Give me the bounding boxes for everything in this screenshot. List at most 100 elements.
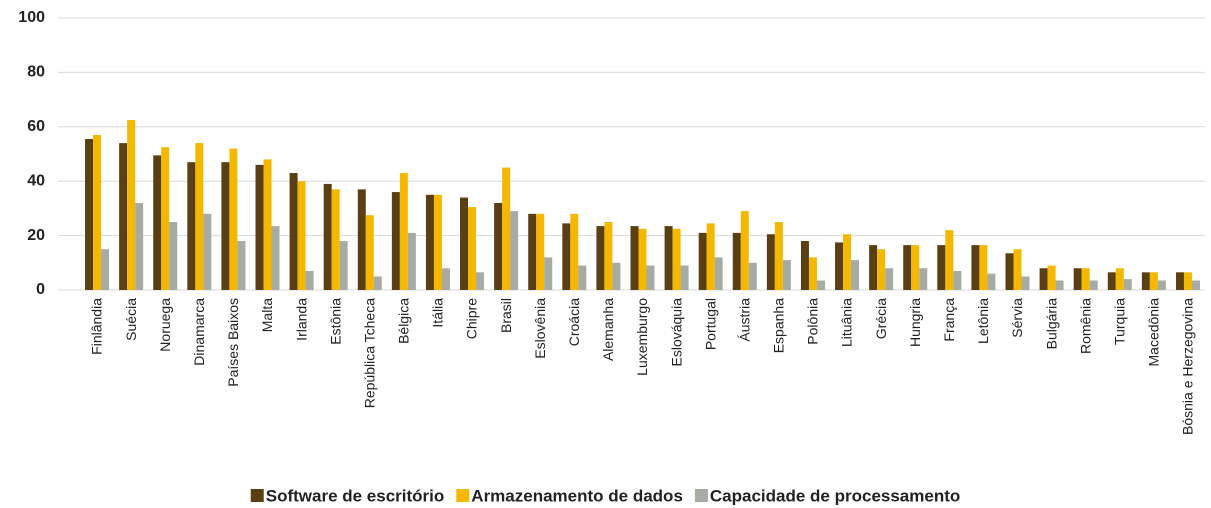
- bar: [323, 183, 332, 290]
- bar: [1123, 279, 1132, 290]
- bar: [604, 222, 613, 290]
- bar: [1047, 265, 1056, 290]
- bar: [843, 234, 852, 290]
- bar: [919, 268, 928, 290]
- bar: [816, 280, 825, 290]
- bar: [528, 213, 537, 290]
- bar: [135, 202, 144, 290]
- bar: [680, 265, 689, 290]
- bar: [536, 213, 545, 290]
- bar: [93, 134, 102, 290]
- bar: [502, 167, 511, 290]
- bar: [289, 173, 298, 290]
- legend-label: Capacidade de processamento: [710, 486, 960, 505]
- x-tick-label: Polônia: [805, 298, 821, 345]
- x-tick-label: Dinamarca: [191, 298, 207, 366]
- bar: [903, 245, 912, 290]
- bar: [391, 192, 400, 290]
- x-tick-label: República Tcheca: [361, 298, 377, 408]
- legend: Software de escritório Armazenamento de d…: [250, 486, 960, 505]
- bar: [774, 222, 783, 290]
- bar: [433, 194, 442, 290]
- bar: [237, 241, 246, 290]
- bar: [1149, 272, 1158, 290]
- bar: [1175, 272, 1184, 290]
- bar: [365, 215, 374, 290]
- x-tick-label: Chipre: [464, 298, 480, 339]
- bar: [835, 242, 844, 290]
- x-tick-label: Bósnia e Herzegovina: [1180, 298, 1196, 435]
- bar: [596, 226, 605, 290]
- bar: [468, 207, 477, 290]
- bar: [630, 226, 639, 290]
- x-tick-label: Hungria: [907, 298, 923, 347]
- bar: [851, 260, 860, 290]
- bar: [1005, 253, 1014, 290]
- bar: [638, 228, 647, 290]
- bar: [979, 245, 988, 290]
- bar: [544, 257, 553, 290]
- bar: [570, 213, 579, 290]
- x-tick-label: Eslovênia: [532, 298, 548, 359]
- x-tick-label: Finlândia: [89, 298, 105, 355]
- y-tick-label: 100: [18, 9, 45, 26]
- bar: [161, 147, 170, 290]
- bar: [1081, 268, 1090, 290]
- bar: [945, 230, 954, 290]
- bar: [664, 226, 673, 290]
- x-tick-label: Sérvia: [1009, 298, 1025, 338]
- bar: [987, 273, 996, 290]
- x-tick-label: Países Baixos: [225, 298, 241, 387]
- bar: [1157, 280, 1166, 290]
- bar: [740, 211, 749, 290]
- bar: [782, 260, 791, 290]
- bar: [263, 159, 272, 290]
- bar: [305, 270, 314, 290]
- bar: [971, 245, 980, 290]
- x-tick-label: Espanha: [771, 298, 787, 353]
- bar: [646, 265, 655, 290]
- bar: [203, 213, 212, 290]
- bar: [229, 148, 238, 290]
- x-tick-label: Macedônia: [1146, 298, 1162, 367]
- x-tick-label: Letônia: [975, 298, 991, 344]
- bar: [127, 120, 136, 290]
- bar: [221, 162, 230, 290]
- bar: [399, 173, 408, 290]
- x-tick-label: Romênia: [1077, 298, 1093, 354]
- bar: [407, 232, 416, 290]
- y-tick-label: 80: [27, 64, 45, 81]
- legend-swatch: [250, 489, 264, 502]
- bar: [297, 181, 306, 290]
- bar: [911, 245, 920, 290]
- y-tick-label: 40: [27, 172, 45, 189]
- bar: [578, 265, 587, 290]
- x-tick-label: Estônia: [327, 298, 343, 345]
- bar: [357, 189, 366, 290]
- bar: [766, 234, 775, 290]
- bar: [748, 262, 757, 290]
- bar: [1107, 272, 1116, 290]
- x-tick-label: Irlanda: [293, 298, 309, 341]
- bar: [706, 223, 715, 290]
- legend-swatch: [456, 489, 470, 502]
- bar: [169, 222, 178, 290]
- x-tick-label: Alemanha: [600, 298, 616, 361]
- x-tick-label: Croácia: [566, 298, 582, 346]
- bar: [732, 232, 741, 290]
- bar: [1141, 272, 1150, 290]
- bar: [373, 276, 382, 290]
- bar: [187, 162, 196, 290]
- y-tick-label: 20: [27, 227, 45, 244]
- x-tick-label: Portugal: [702, 298, 718, 350]
- bar: [331, 189, 340, 290]
- bar: [101, 249, 110, 290]
- bar: [425, 194, 434, 290]
- x-tick-label: Noruega: [157, 298, 173, 352]
- x-tick-label: Bulgária: [1043, 298, 1059, 350]
- bar: [1183, 272, 1192, 290]
- x-tick-label: Malta: [259, 298, 275, 332]
- bar: [255, 164, 264, 290]
- x-tick-label: Eslováquia: [668, 298, 684, 367]
